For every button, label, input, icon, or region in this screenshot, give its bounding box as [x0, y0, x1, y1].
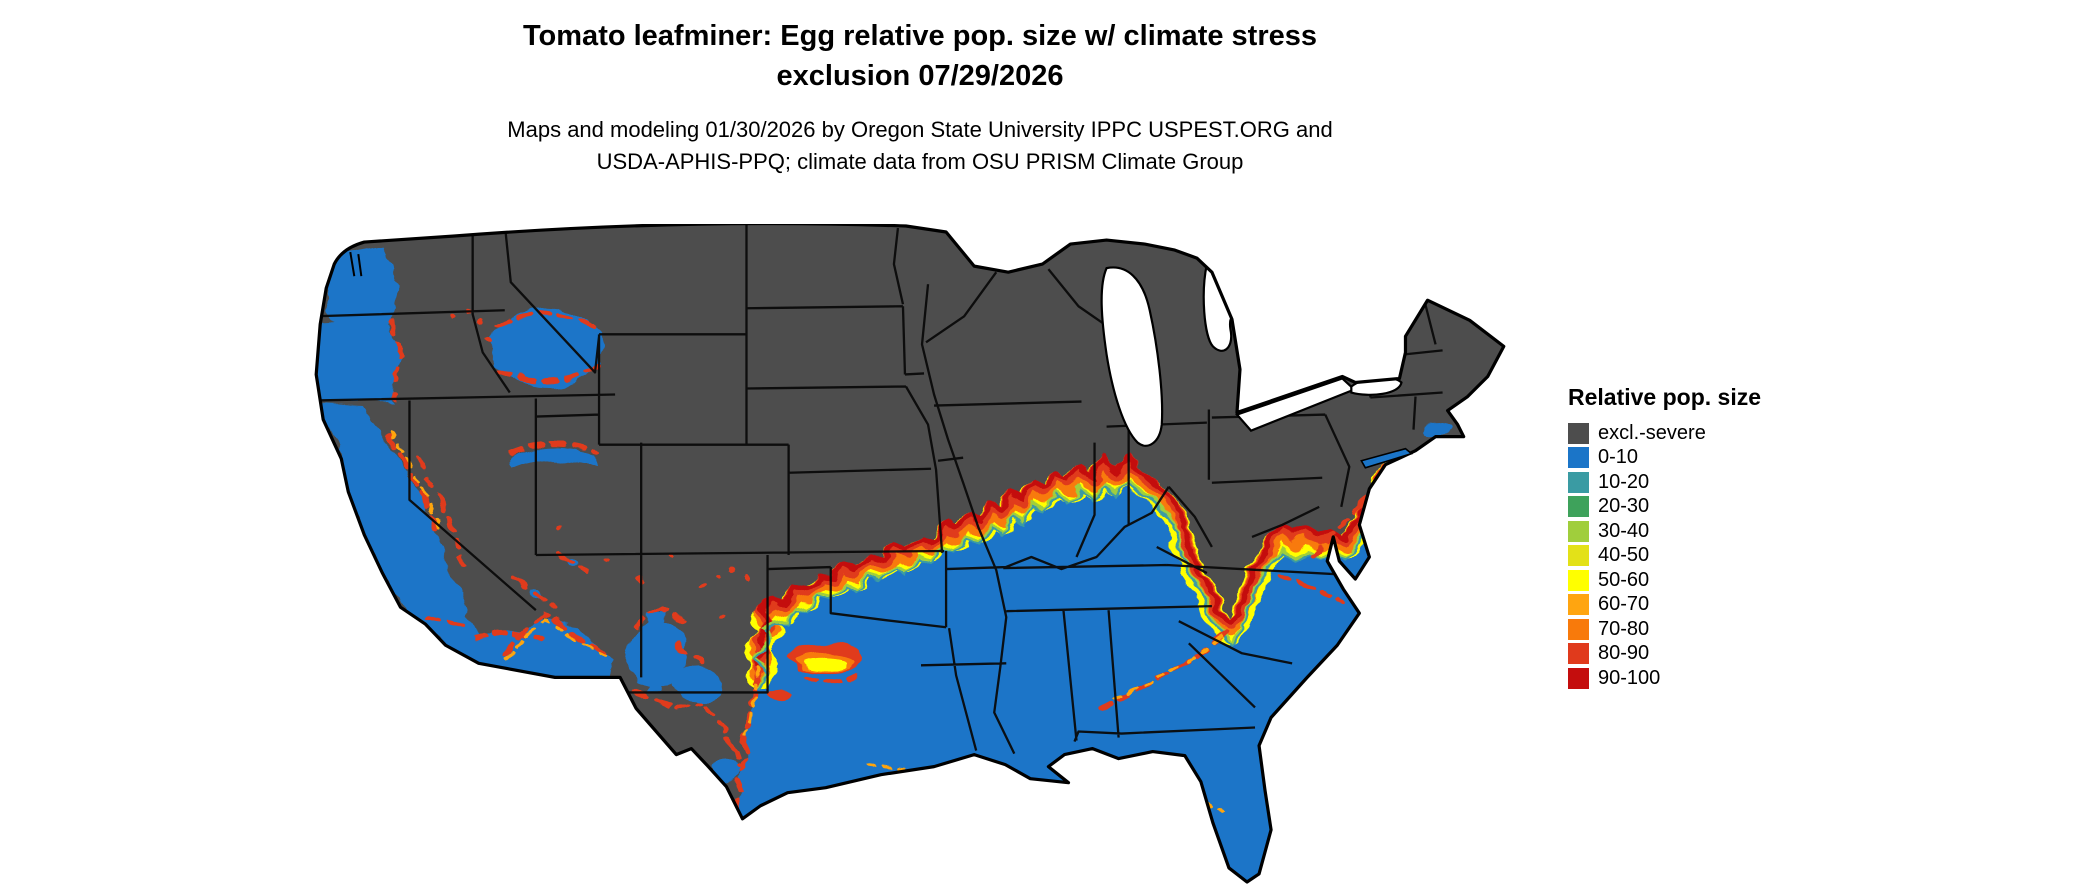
subtitle-line-2: USDA-APHIS-PPQ; climate data from OSU PR… [596, 148, 1244, 174]
title-block: Tomato leafminer: Egg relative pop. size… [170, 16, 1670, 178]
long-island [1360, 447, 1414, 469]
legend-row: 0-10 [1568, 446, 1761, 471]
subtitle-line-1: Maps and modeling 01/30/2026 by Oregon S… [507, 117, 1333, 143]
legend-label: 90-100 [1598, 666, 1661, 689]
legend-items: excl.-severe 0-10 10-20 20-30 30-40 40-5… [1568, 421, 1761, 691]
legend-row: 30-40 [1568, 519, 1761, 544]
legend-row: 10-20 [1568, 470, 1761, 495]
legend-row: 50-60 [1568, 568, 1761, 593]
us-choropleth-map [314, 224, 1506, 884]
legend-swatch [1568, 471, 1589, 493]
legend-swatch [1568, 422, 1589, 444]
page-subtitle: Maps and modeling 01/30/2026 by Oregon S… [170, 114, 1670, 178]
legend-label: 50-60 [1598, 568, 1650, 591]
legend-swatch [1568, 594, 1589, 616]
legend-swatch [1568, 618, 1589, 640]
legend-row: 60-70 [1568, 593, 1761, 618]
legend-row: 90-100 [1568, 666, 1761, 691]
legend-swatch [1568, 520, 1589, 542]
legend-label: 70-80 [1598, 617, 1650, 640]
legend-label: excl.-severe [1598, 421, 1706, 444]
legend-label: 40-50 [1598, 544, 1650, 567]
legend-label: 60-70 [1598, 593, 1650, 616]
legend-label: 30-40 [1598, 519, 1650, 542]
legend-row: 20-30 [1568, 495, 1761, 520]
title-line-2: exclusion 07/29/2026 [776, 60, 1064, 93]
legend-swatch [1568, 569, 1589, 591]
legend-row: 40-50 [1568, 544, 1761, 569]
legend-label: 0-10 [1598, 446, 1639, 469]
stress-dots-inner [797, 652, 854, 671]
legend-title: Relative pop. size [1568, 384, 1762, 410]
page-title: Tomato leafminer: Egg relative pop. size… [170, 16, 1670, 96]
legend: Relative pop. size excl.-severe 0-10 10-… [1568, 384, 1761, 691]
map-body [316, 224, 1504, 882]
legend-label: 20-30 [1598, 495, 1650, 518]
legend-swatch [1568, 496, 1589, 518]
legend-row: excl.-severe [1568, 421, 1761, 446]
puget-sound [349, 251, 363, 277]
legend-swatch [1568, 667, 1589, 689]
map-figure [304, 224, 1528, 886]
legend-label: 80-90 [1598, 642, 1650, 665]
stress-speckle-red [387, 309, 1382, 821]
legend-label: 10-20 [1598, 470, 1650, 493]
legend-swatch [1568, 447, 1589, 469]
lake-huron [1202, 246, 1282, 352]
legend-swatch [1568, 545, 1589, 567]
legend-row: 70-80 [1568, 617, 1761, 642]
legend-row: 80-90 [1568, 642, 1761, 667]
legend-swatch [1568, 643, 1589, 665]
lake-michigan [1100, 266, 1164, 447]
title-line-1: Tomato leafminer: Egg relative pop. size… [523, 20, 1317, 52]
